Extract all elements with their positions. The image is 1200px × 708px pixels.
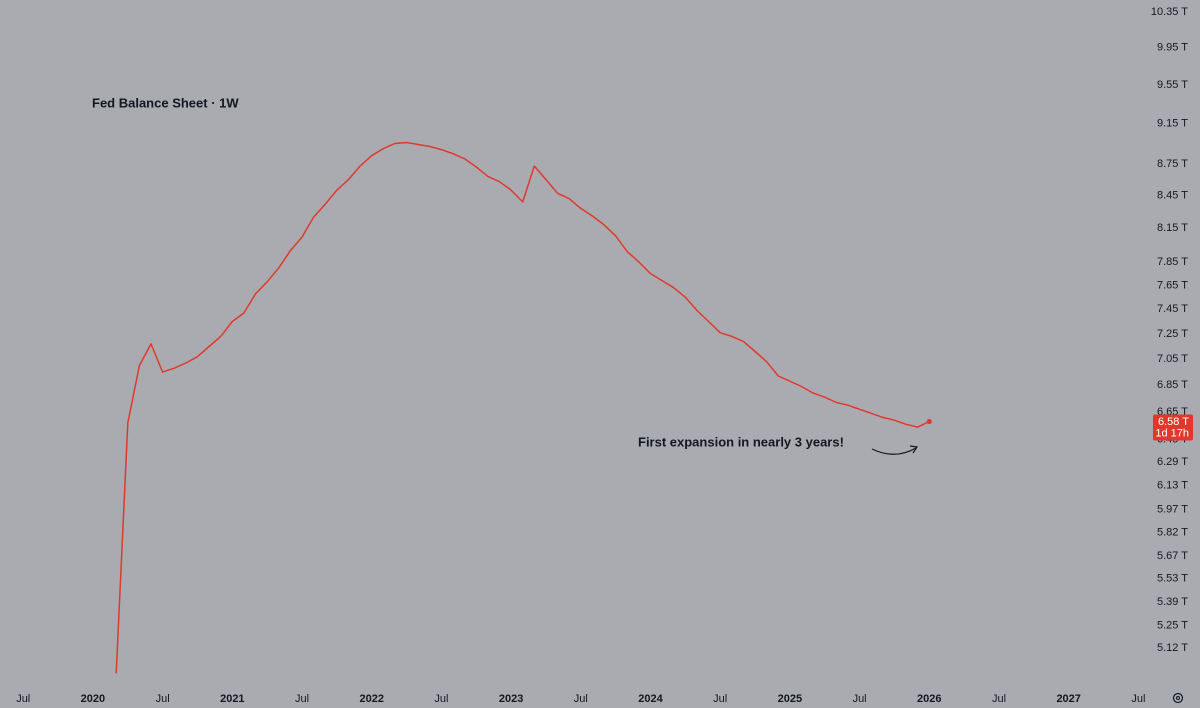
y-tick-label: 5.25 T — [1157, 620, 1188, 632]
x-tick-label: Jul — [992, 693, 1006, 705]
settings-icon[interactable] — [1172, 692, 1184, 704]
y-tick-label: 9.15 T — [1157, 117, 1188, 129]
y-tick-label: 7.25 T — [1157, 328, 1188, 340]
last-point — [926, 419, 932, 425]
x-tick-label: Jul — [713, 693, 727, 705]
x-tick-label: 2023 — [499, 693, 523, 705]
x-tick-label: Jul — [295, 693, 309, 705]
arrow-head — [909, 445, 919, 454]
x-tick-label: 2022 — [359, 693, 383, 705]
x-tick-label: Jul — [156, 693, 170, 705]
y-tick-label: 7.65 T — [1157, 279, 1188, 291]
x-tick-label: 2025 — [778, 693, 802, 705]
y-tick-label: 8.45 T — [1157, 189, 1188, 201]
x-tick-label: 2024 — [638, 693, 663, 705]
y-tick-label: 5.97 T — [1157, 503, 1188, 515]
y-tick-label: 8.15 T — [1157, 222, 1188, 234]
x-tick-label: Jul — [853, 693, 867, 705]
y-tick-label: 7.85 T — [1157, 256, 1188, 268]
chart-title: Fed Balance Sheet · 1W — [92, 95, 239, 110]
y-tick-label: 5.12 T — [1157, 642, 1188, 654]
y-tick-label: 5.39 T — [1157, 596, 1188, 608]
x-tick-label: Jul — [1131, 693, 1145, 705]
y-tick-label: 5.82 T — [1157, 526, 1188, 538]
y-tick-label: 5.53 T — [1157, 573, 1188, 585]
y-tick-label: 6.85 T — [1157, 379, 1188, 391]
price-label-box — [1153, 414, 1193, 441]
y-tick-label: 7.05 T — [1157, 353, 1188, 365]
price-label: 6.58 T — [1158, 416, 1189, 428]
x-tick-label: 2026 — [917, 693, 941, 705]
x-tick-label: Jul — [16, 693, 30, 705]
y-tick-label: 6.13 T — [1157, 479, 1188, 491]
y-tick-label: 5.67 T — [1157, 550, 1188, 562]
y-tick-label: 7.45 T — [1157, 303, 1188, 315]
x-tick-label: 2020 — [81, 693, 105, 705]
x-tick-label: Jul — [574, 693, 588, 705]
annotation: First expansion in nearly 3 years! — [638, 434, 844, 449]
x-tick-label: 2021 — [220, 693, 244, 705]
y-tick-label: 10.35 T — [1151, 6, 1188, 18]
y-tick-label: 8.75 T — [1157, 158, 1188, 170]
y-tick-label: 9.55 T — [1157, 79, 1188, 91]
y-tick-label: 6.29 T — [1157, 456, 1188, 468]
y-tick-label: 9.95 T — [1157, 42, 1188, 54]
annotation-arrow — [871, 447, 917, 455]
data-line — [115, 141, 930, 674]
x-tick-label: Jul — [434, 693, 448, 705]
x-tick-label: 2027 — [1056, 693, 1080, 705]
countdown-label: 1d 17h — [1155, 427, 1189, 439]
